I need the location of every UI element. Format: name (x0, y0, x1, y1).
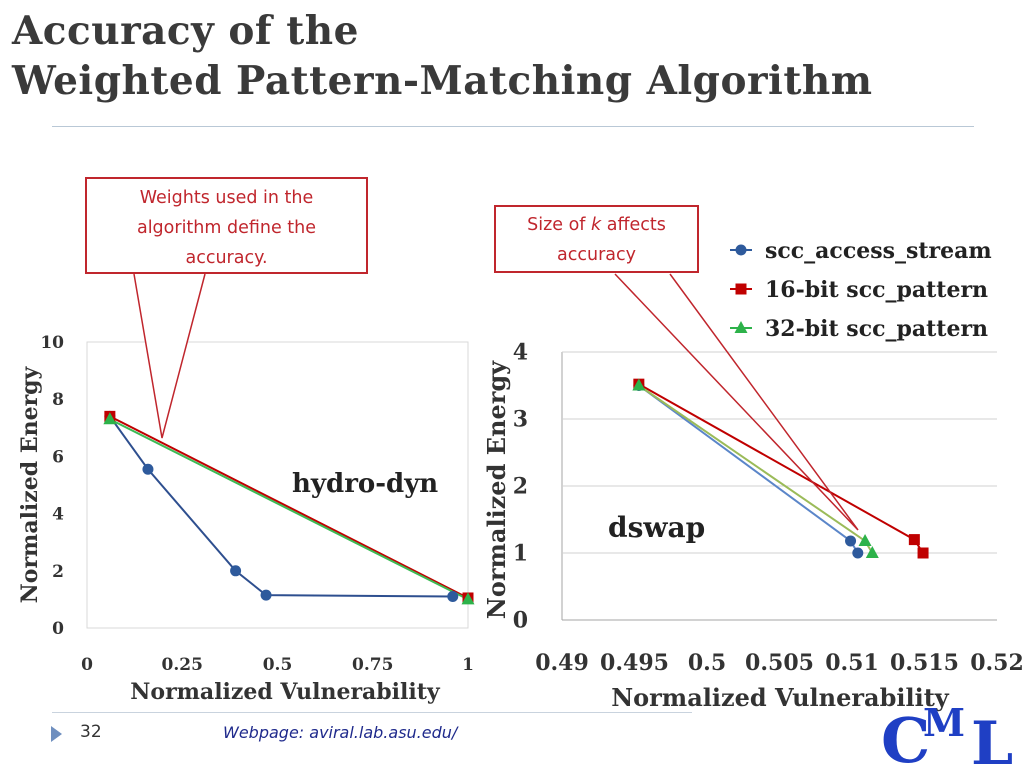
series-line (109, 415, 469, 599)
y-axis-label: Normalized Energy (17, 365, 43, 603)
callout-weights: Weights used in the algorithm define the… (85, 177, 368, 274)
data-point (908, 534, 920, 546)
series-line (109, 418, 469, 601)
data-point (858, 533, 872, 546)
callout-weights-pointer (133, 273, 206, 439)
data-point (917, 547, 929, 559)
legend-label: 16-bit scc_pattern (765, 277, 988, 303)
logo-letter-m: M (923, 700, 965, 745)
y-tick-label: 2 (52, 562, 64, 582)
data-point (447, 591, 459, 603)
legend-marker (735, 244, 747, 256)
callout-pointers (133, 273, 859, 531)
chart-annotation-label: hydro-dyn (292, 469, 438, 499)
y-tick-label: 0 (52, 619, 64, 639)
callout-k-variable: k (591, 215, 602, 235)
x-axis-label: Normalized Vulnerability (130, 679, 441, 705)
callout-k-line-2: accuracy (557, 245, 636, 265)
y-tick-label: 10 (40, 333, 64, 353)
x-tick-label: 1 (462, 655, 474, 675)
data-point (845, 535, 857, 547)
footer-arrow-icon (51, 726, 62, 742)
callout-weights-line-3: accuracy. (185, 248, 268, 268)
x-tick-label: 0.495 (600, 650, 669, 676)
y-tick-label: 3 (513, 407, 528, 433)
slide-number: 32 (80, 722, 102, 742)
data-point (103, 412, 117, 425)
data-point (260, 589, 272, 601)
logo-letter-c: C (881, 704, 930, 768)
callout-weights-line-1: Weights used in the (139, 188, 314, 208)
y-tick-label: 6 (52, 447, 64, 467)
chart-annotation-label: dswap (608, 511, 705, 544)
y-tick-label: 4 (52, 505, 64, 525)
webpage-link[interactable]: Webpage: aviral.lab.asu.edu/ (223, 723, 458, 742)
x-axis-label: Normalized Vulnerability (611, 683, 950, 712)
y-tick-label: 4 (513, 340, 528, 366)
callout-k-prefix: Size of (527, 215, 592, 235)
x-tick-label: 0.52 (970, 650, 1024, 676)
data-point (461, 592, 475, 605)
legend-marker (734, 321, 748, 333)
legend-label: scc_access_stream (765, 238, 992, 264)
legend-label: 32-bit scc_pattern (765, 316, 988, 342)
cml-logo: C M L (881, 700, 1013, 768)
footer-divider (52, 712, 692, 713)
data-point (865, 546, 879, 558)
data-point (852, 547, 864, 559)
x-tick-label: 0.25 (162, 655, 203, 675)
data-point (142, 463, 154, 475)
callout-k-pointer (614, 273, 859, 531)
data-point (230, 565, 242, 577)
title-divider (52, 126, 974, 127)
x-tick-label: 0.49 (535, 650, 589, 676)
legend-marker (735, 283, 747, 295)
x-tick-label: 0 (81, 655, 93, 675)
chart-dswap: 0 1 2 3 4 0.49 0.495 0.5 0.505 0.51 0.515 0.52 Norma… (482, 340, 1024, 712)
callout-k-line-1: Size of k affects (496, 210, 697, 240)
y-axis-label: Normalized Energy (482, 360, 511, 619)
legend: scc_access_stream 16-bit scc_pattern 32-bi… (730, 238, 992, 342)
callout-k-size: Size of k affects accuracy (494, 205, 699, 273)
data-point (632, 378, 646, 391)
callout-k-suffix: affects (601, 215, 666, 235)
x-tick-label: 0.51 (825, 650, 879, 676)
y-tick-label: 0 (513, 608, 528, 634)
y-tick-label: 2 (513, 474, 528, 500)
x-tick-label: 0.75 (352, 655, 393, 675)
slide-title-line-1: Accuracy of the (12, 8, 359, 54)
y-tick-label: 1 (513, 541, 528, 567)
x-tick-label: 0.5 (263, 655, 293, 675)
callout-weights-line-2: algorithm define the (136, 218, 317, 238)
slide-title: Accuracy of the Weighted Pattern-Matchin… (12, 6, 872, 106)
x-tick-label: 0.5 (688, 650, 726, 676)
slide-title-line-2: Weighted Pattern-Matching Algorithm (12, 58, 873, 104)
logo-letter-l: L (971, 709, 1013, 768)
plot-frame (86, 341, 469, 629)
x-tick-label: 0.515 (890, 650, 959, 676)
y-tick-label: 8 (52, 390, 64, 410)
x-tick-label: 0.505 (745, 650, 814, 676)
chart-hydro-dyn: 0 2 4 6 8 10 0 0.25 0.5 0.75 1 Normalized Vulnerabi… (17, 333, 475, 705)
